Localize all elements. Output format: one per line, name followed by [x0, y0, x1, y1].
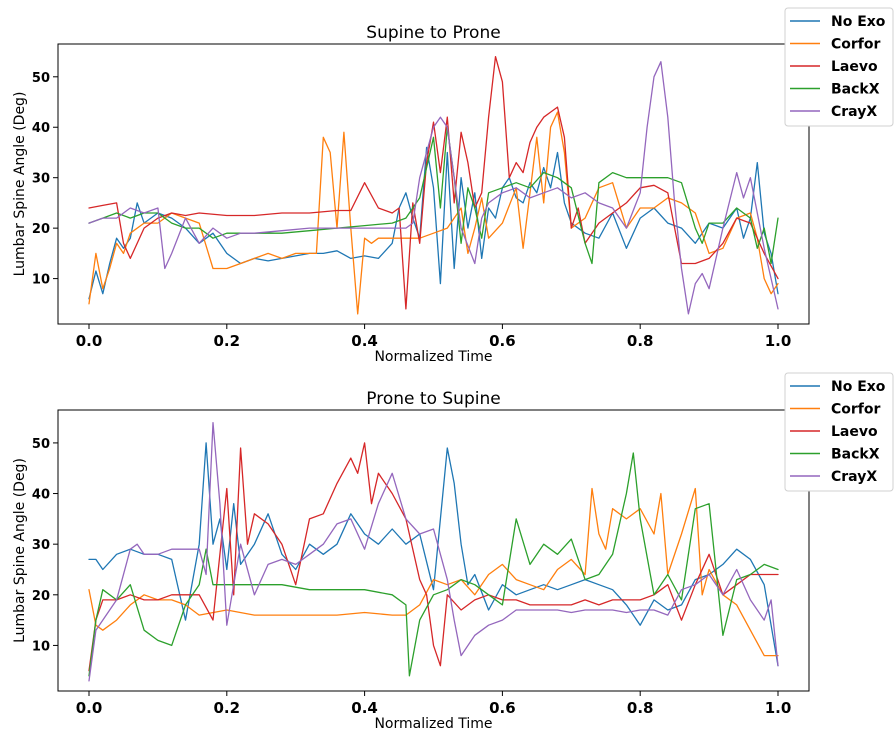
x-axis-label: Normalized Time [374, 716, 492, 731]
series-line-laevo [88, 55, 779, 310]
legend-label: CrayX [831, 104, 877, 120]
series-line-crayx [88, 422, 779, 682]
y-tick-label: 40 [32, 488, 50, 503]
x-tick-label: 0.8 [627, 332, 654, 350]
series-line-no-exo [88, 146, 779, 300]
y-axis-label: Lumbar Spine Angle (Deg) [12, 458, 28, 643]
series-line-laevo [88, 442, 779, 672]
series-line-backx [88, 126, 779, 265]
legend-label: Laevo [831, 59, 878, 75]
legend-box [784, 372, 894, 492]
y-tick-label: 20 [32, 589, 50, 604]
x-tick-label: 0.2 [214, 332, 241, 350]
x-tick-label: 0.6 [489, 699, 516, 717]
series-line-no-exo [88, 442, 779, 667]
x-tick-label: 0.6 [489, 332, 516, 350]
chart-panel-1: 0.0 0.2 0.4 0.6 0.8 1.0 10 20 30 40 50 Supine to Pr… [12, 7, 894, 365]
chart-title: Prone to Supine [366, 389, 500, 409]
legend-label: No Exo [831, 14, 886, 30]
x-tick-label: 0.4 [351, 699, 378, 717]
x-axis-label: Normalized Time [374, 349, 492, 365]
axes-frame [57, 43, 810, 325]
legend-box [784, 7, 894, 127]
y-tick-label: 30 [32, 172, 50, 187]
legend: No Exo Corfor Laevo BackX CrayX [784, 372, 894, 492]
legend-label: BackX [831, 447, 880, 463]
legend-label: No Exo [831, 379, 886, 395]
x-tick-label: 1.0 [765, 332, 792, 350]
x-tick-label: 0.0 [76, 332, 103, 350]
y-axis-label: Lumbar Spine Angle (Deg) [12, 92, 28, 277]
series-line-corfor [88, 487, 779, 657]
y-tick-label: 10 [32, 639, 50, 654]
legend: No Exo Corfor Laevo BackX CrayX [784, 7, 894, 127]
legend-label: BackX [831, 82, 880, 98]
legend-label: Corfor [831, 37, 881, 53]
x-tick-label: 0.8 [627, 699, 654, 717]
x-tick-label: 0.4 [351, 332, 378, 350]
series-line-backx [88, 452, 779, 677]
y-tick-label: 50 [32, 71, 50, 86]
chart-title: Supine to Prone [366, 23, 500, 43]
x-tick-label: 0.2 [214, 699, 241, 717]
y-tick-label: 10 [32, 273, 50, 288]
legend-label: CrayX [831, 469, 877, 485]
y-tick-label: 50 [32, 437, 50, 452]
x-tick-label: 0.0 [76, 699, 103, 717]
y-tick-label: 20 [32, 222, 50, 237]
axes-frame [57, 409, 810, 692]
y-tick-label: 30 [32, 538, 50, 553]
legend-label: Laevo [831, 424, 878, 440]
series-line-corfor [88, 111, 779, 315]
x-tick-label: 1.0 [765, 699, 792, 717]
legend-label: Corfor [831, 402, 881, 418]
series-line-crayx [88, 61, 779, 315]
y-tick-label: 40 [32, 121, 50, 136]
chart-panel-2: 0.0 0.2 0.4 0.6 0.8 1.0 10 20 30 40 50 Prone to Sup… [12, 372, 894, 731]
